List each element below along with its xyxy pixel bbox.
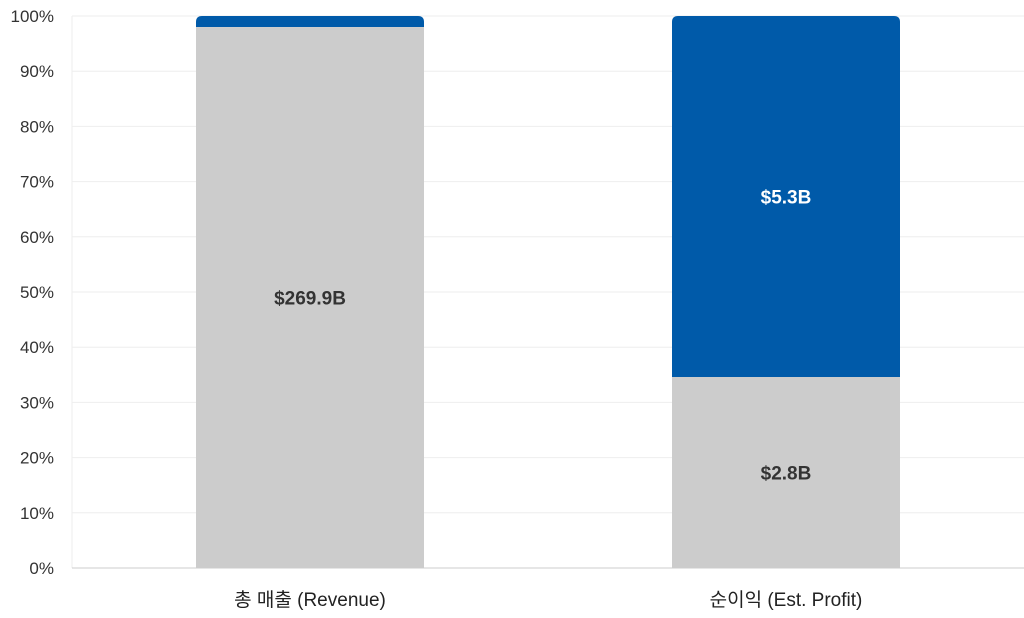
y-tick-label: 70% xyxy=(20,173,54,192)
x-axis-category-labels: 총 매출 (Revenue) 순이익 (Est. Profit) xyxy=(234,589,862,611)
y-tick-label: 10% xyxy=(20,504,54,523)
x-category-label: 순이익 (Est. Profit) xyxy=(710,589,863,611)
y-tick-label: 100% xyxy=(11,7,54,26)
bar-segment xyxy=(196,27,424,569)
bar-segment xyxy=(672,16,900,378)
x-category-label: 총 매출 (Revenue) xyxy=(234,589,386,611)
y-tick-label: 80% xyxy=(20,117,54,136)
bar-segment xyxy=(672,377,900,568)
y-tick-label: 0% xyxy=(29,559,54,578)
bars xyxy=(196,16,900,569)
y-tick-label: 20% xyxy=(20,449,54,468)
y-tick-label: 50% xyxy=(20,283,54,302)
y-tick-label: 40% xyxy=(20,338,54,357)
y-tick-label: 30% xyxy=(20,393,54,412)
y-tick-label: 60% xyxy=(20,228,54,247)
data-labels: $269.9B $2.8B $5.3B xyxy=(274,188,811,485)
data-label: $2.8B xyxy=(761,464,812,485)
bar-segment xyxy=(196,16,424,28)
y-tick-label: 90% xyxy=(20,62,54,81)
data-label: $5.3B xyxy=(761,188,812,209)
data-label: $269.9B xyxy=(274,289,346,310)
y-axis-tick-labels: 0% 10% 20% 30% 40% 50% 60% 70% 80% 90% 100% xyxy=(11,7,54,578)
